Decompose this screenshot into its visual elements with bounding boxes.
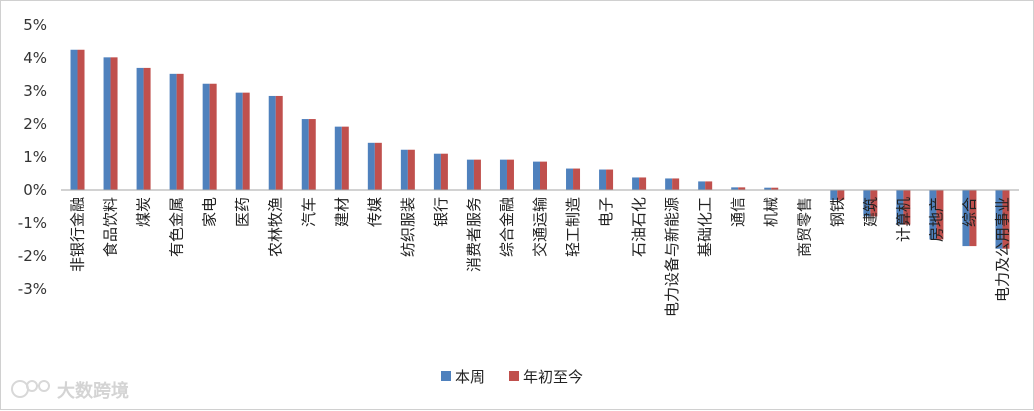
watermark-text: 大数跨境 [57, 380, 129, 402]
category-label: 银行 [432, 197, 450, 227]
category-label: 食品饮料 [102, 197, 120, 257]
y-tick-label: -2% [18, 247, 47, 265]
bar-ytd [672, 178, 679, 190]
category-label: 传媒 [366, 197, 384, 227]
bar-weekly [566, 169, 573, 190]
category-label: 钢铁 [828, 197, 846, 227]
bar-weekly [170, 74, 177, 190]
bar-weekly [500, 160, 507, 190]
y-tick-label: 3% [23, 82, 47, 100]
category-label: 建材 [333, 197, 351, 227]
category-label: 电力及公用事业 [993, 197, 1011, 302]
category-label: 建筑 [861, 197, 879, 227]
bar-ytd [639, 177, 646, 190]
bar-weekly [368, 143, 375, 190]
category-label: 汽车 [300, 197, 318, 227]
category-label: 有色金属 [168, 197, 186, 257]
bar-ytd [474, 160, 481, 190]
legend-label: 本周 [455, 368, 485, 386]
bar-weekly [599, 170, 606, 190]
category-label: 房地产 [927, 197, 945, 242]
legend-swatch [441, 371, 451, 381]
watermark: 大数跨境 [12, 380, 129, 402]
bar-weekly [137, 68, 144, 190]
y-tick-label: 5% [23, 16, 47, 34]
bar-ytd [78, 50, 85, 190]
y-tick-label: 0% [23, 181, 47, 199]
y-tick-label: -1% [18, 214, 47, 232]
bar-ytd [210, 84, 217, 190]
bar-weekly [632, 177, 639, 190]
brand-logo-icon [12, 381, 49, 397]
bar-ytd [342, 127, 349, 190]
bar-ytd [177, 74, 184, 190]
bar-ytd [144, 68, 151, 190]
category-label: 通信 [729, 197, 747, 227]
category-label: 电子 [597, 197, 615, 227]
y-tick-label: 1% [23, 148, 47, 166]
legend-label: 年初至今 [523, 368, 583, 386]
category-label: 商贸零售 [795, 197, 813, 257]
category-label: 综合 [960, 197, 978, 227]
bar-weekly [335, 127, 342, 190]
category-label: 综合金融 [498, 197, 516, 257]
bar-weekly [302, 119, 309, 190]
category-label: 基础化工 [696, 197, 714, 257]
bar-ytd [111, 57, 118, 190]
bar-weekly [434, 154, 441, 190]
bar-weekly [71, 50, 78, 190]
bar-weekly [203, 84, 210, 190]
bar-weekly [401, 150, 408, 190]
bar-ytd [309, 119, 316, 190]
category-label: 煤炭 [135, 197, 153, 227]
category-label: 医药 [234, 197, 252, 227]
y-tick-label: 4% [23, 49, 47, 67]
bar-weekly [104, 57, 111, 190]
bar-weekly [269, 96, 276, 190]
bar-ytd [705, 181, 712, 190]
bar-ytd [606, 170, 613, 190]
y-tick-label: -3% [18, 280, 47, 298]
category-label: 农林牧渔 [267, 197, 285, 257]
legend: 本周 年初至今 [441, 368, 583, 386]
bar-ytd [375, 143, 382, 190]
bar-weekly [698, 181, 705, 190]
bar-weekly [665, 178, 672, 190]
category-label: 机械 [762, 197, 780, 227]
bar-weekly [467, 160, 474, 190]
legend-swatch [509, 371, 519, 381]
y-axis: 5% 4% 3% 2% 1% 0% -1% -2% -3% [18, 16, 47, 298]
bar-weekly [236, 93, 243, 190]
bar-ytd [243, 93, 250, 190]
category-label: 交通运输 [531, 197, 549, 257]
category-label: 纺织服装 [399, 197, 417, 257]
bar-ytd [276, 96, 283, 190]
y-tick-label: 2% [23, 115, 47, 133]
bar-ytd [573, 169, 580, 190]
category-label: 石油石化 [630, 197, 648, 257]
bar-ytd [507, 160, 514, 190]
category-label: 计算机 [894, 197, 912, 242]
bar-ytd [441, 154, 448, 190]
category-labels: 非银行金融食品饮料煤炭有色金属家电医药农林牧渔汽车建材传媒纺织服装银行消费者服务… [69, 197, 1012, 317]
bar-ytd [540, 162, 547, 190]
category-label: 电力设备与新能源 [663, 197, 681, 317]
bar-ytd [408, 150, 415, 190]
category-label: 轻工制造 [564, 197, 582, 257]
category-label: 消费者服务 [465, 197, 483, 272]
category-label: 非银行金融 [69, 197, 87, 272]
category-label: 家电 [201, 197, 219, 227]
bar-weekly [533, 162, 540, 190]
